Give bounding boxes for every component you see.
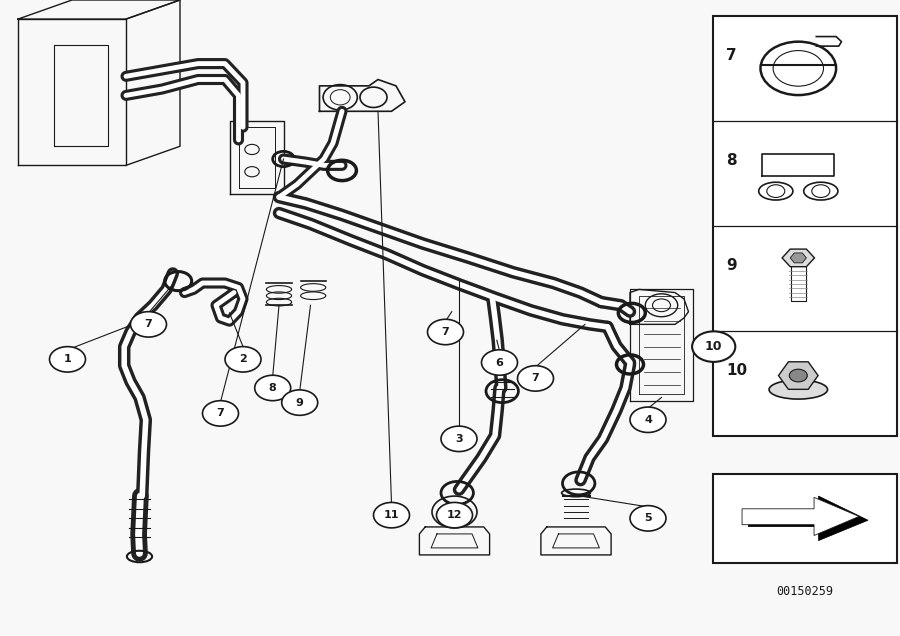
FancyBboxPatch shape [713, 474, 897, 563]
Circle shape [130, 312, 166, 337]
Circle shape [630, 506, 666, 531]
Circle shape [255, 375, 291, 401]
Text: 2: 2 [239, 354, 247, 364]
Circle shape [428, 319, 464, 345]
Polygon shape [742, 497, 859, 536]
Text: 4: 4 [644, 415, 652, 425]
Circle shape [202, 401, 238, 426]
Text: 12: 12 [446, 510, 463, 520]
Text: 9: 9 [296, 398, 303, 408]
Circle shape [282, 390, 318, 415]
Text: 1: 1 [64, 354, 71, 364]
Text: 7: 7 [726, 48, 737, 63]
Text: 9: 9 [726, 258, 737, 273]
Circle shape [436, 502, 472, 528]
Polygon shape [742, 497, 859, 536]
FancyBboxPatch shape [713, 16, 897, 436]
Circle shape [441, 426, 477, 452]
Text: 3: 3 [455, 434, 463, 444]
Text: 7: 7 [442, 327, 449, 337]
Ellipse shape [769, 380, 828, 399]
Circle shape [789, 369, 807, 382]
Polygon shape [782, 249, 814, 266]
Text: 10: 10 [726, 363, 747, 378]
Circle shape [630, 407, 666, 432]
Circle shape [225, 347, 261, 372]
Text: 7: 7 [532, 373, 539, 384]
Text: 11: 11 [383, 510, 400, 520]
Circle shape [374, 502, 410, 528]
Text: 10: 10 [705, 340, 723, 353]
Text: 8: 8 [269, 383, 276, 393]
Polygon shape [749, 496, 868, 541]
Polygon shape [778, 362, 818, 389]
Text: 5: 5 [644, 513, 652, 523]
Circle shape [518, 366, 554, 391]
Text: 00150259: 00150259 [777, 585, 833, 598]
Text: 8: 8 [726, 153, 737, 168]
Text: 6: 6 [496, 357, 503, 368]
Text: 7: 7 [145, 319, 152, 329]
Circle shape [482, 350, 517, 375]
Polygon shape [790, 253, 806, 263]
Text: 7: 7 [217, 408, 224, 418]
Circle shape [50, 347, 86, 372]
Circle shape [692, 331, 735, 362]
